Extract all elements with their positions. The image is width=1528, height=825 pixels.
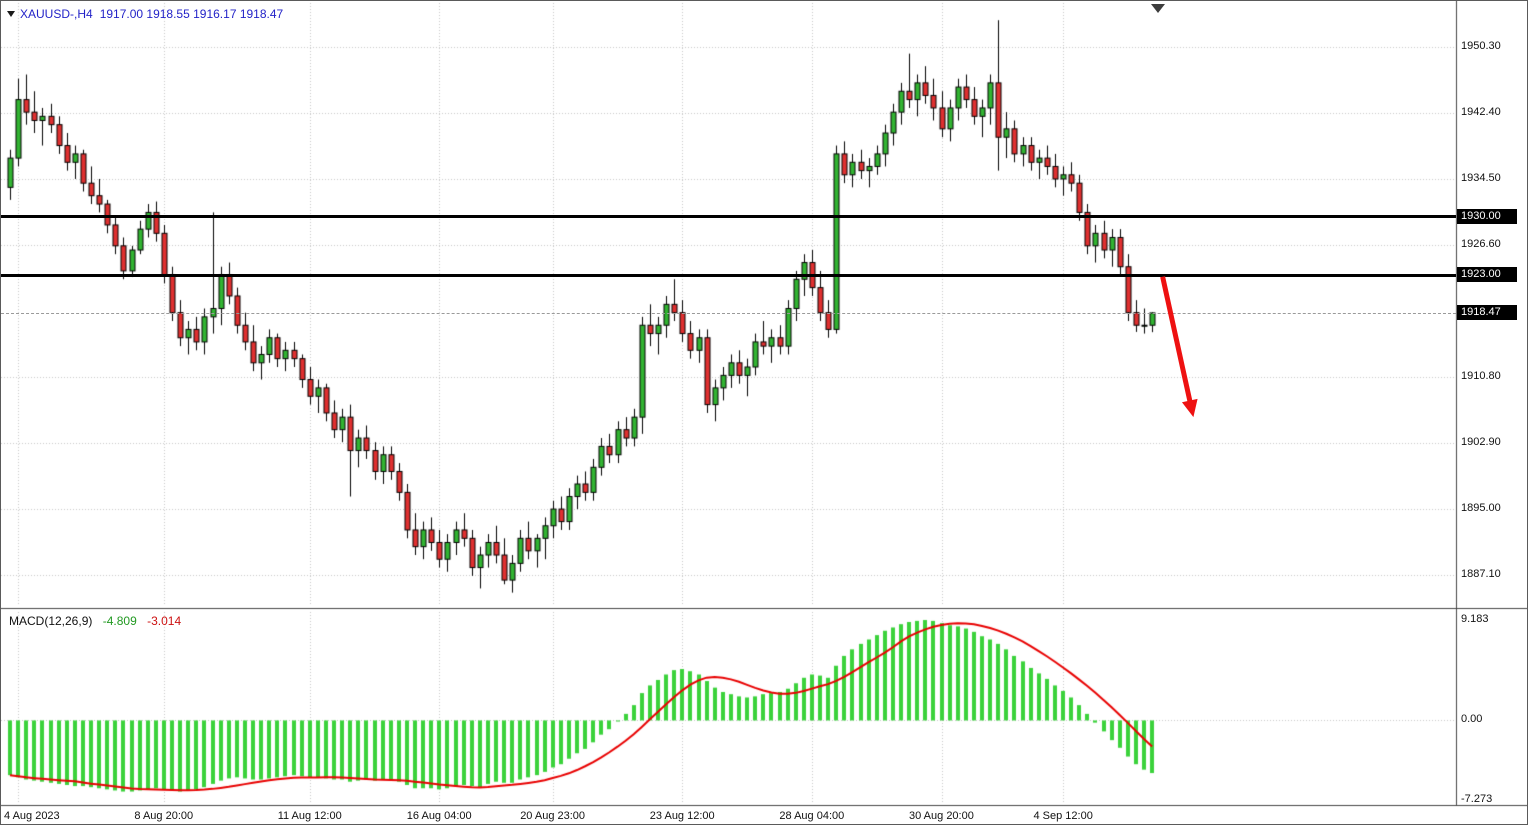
down-arrow-annotation[interactable] bbox=[1, 1, 1456, 806]
price-axis-label: 1910.80 bbox=[1461, 370, 1501, 383]
price-axis[interactable]: 1930.00 1923.00 1918.47 1950.30 1942.40 19… bbox=[1457, 1, 1527, 806]
chart-header: XAUUSD-,H4 1917.00 1918.55 1916.17 1918.… bbox=[7, 7, 283, 21]
ohlc-values-label: 1917.00 1918.55 1916.17 1918.47 bbox=[99, 7, 284, 21]
price-axis-label: 1926.60 bbox=[1461, 238, 1501, 250]
price-axis-label: 1895.00 bbox=[1461, 502, 1501, 515]
current-price-line bbox=[1, 312, 1456, 314]
time-axis-label: 28 Aug 04:00 bbox=[779, 810, 845, 822]
time-axis-label: 4 Sep 12:00 bbox=[1033, 810, 1093, 822]
macd-axis-label: 9.183 bbox=[1461, 613, 1489, 625]
arrow-head-icon bbox=[1181, 398, 1198, 418]
symbol-dropdown-icon[interactable] bbox=[7, 11, 15, 17]
macd-indicator-label: MACD(12,26,9) -4.809 -3.014 bbox=[9, 614, 181, 628]
current-price-tag: 1918.47 bbox=[1457, 304, 1517, 320]
resistance-line-1930[interactable] bbox=[1, 215, 1456, 219]
price-axis-label: 1950.30 bbox=[1461, 39, 1501, 52]
symbol-period-label: XAUUSD-,H4 bbox=[20, 7, 93, 21]
time-axis[interactable]: 4 Aug 2023 8 Aug 20:00 11 Aug 12:00 16 Aug … bbox=[1, 808, 1456, 824]
time-axis-label: 23 Aug 12:00 bbox=[649, 810, 715, 822]
price-axis-label: 1902.90 bbox=[1461, 436, 1501, 449]
macd-signal-value: -3.014 bbox=[147, 614, 182, 628]
price-axis-label: 1934.50 bbox=[1461, 171, 1501, 184]
macd-main-value: -4.809 bbox=[102, 614, 137, 628]
chart-shift-marker-icon[interactable] bbox=[1151, 4, 1165, 13]
support-price-tag: 1923.00 bbox=[1457, 267, 1517, 283]
time-axis-label: 8 Aug 20:00 bbox=[134, 810, 194, 822]
price-axis-label: 1942.40 bbox=[1461, 105, 1501, 118]
time-axis-label: 20 Aug 23:00 bbox=[520, 810, 586, 822]
support-line-1923[interactable] bbox=[1, 273, 1456, 277]
price-axis-label: 1887.10 bbox=[1461, 568, 1501, 581]
macd-axis-label: -7.273 bbox=[1461, 793, 1493, 805]
time-axis-label: 11 Aug 12:00 bbox=[277, 810, 342, 822]
macd-name: MACD(12,26,9) bbox=[9, 614, 93, 628]
arrow-shaft bbox=[1160, 276, 1194, 405]
time-axis-label: 30 Aug 20:00 bbox=[909, 810, 974, 822]
time-axis-label: 4 Aug 2023 bbox=[4, 810, 60, 822]
macd-axis-label: 0.00 bbox=[1461, 713, 1483, 726]
resistance-price-tag: 1930.00 bbox=[1457, 208, 1517, 224]
time-axis-label: 16 Aug 04:00 bbox=[406, 810, 472, 822]
